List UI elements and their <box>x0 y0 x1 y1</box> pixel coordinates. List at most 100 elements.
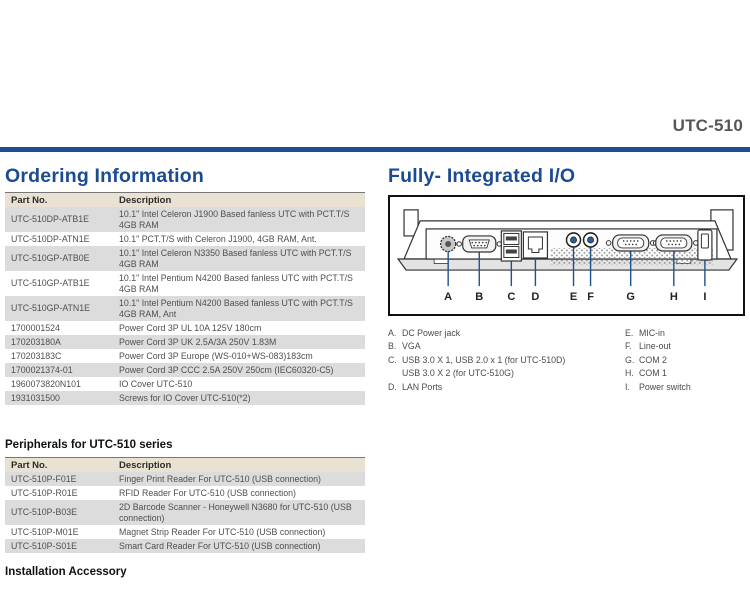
integrated-io-section: Fully- Integrated I/O <box>388 165 745 579</box>
port-letter: H <box>670 291 678 303</box>
col-header-description: Description <box>113 457 365 472</box>
legend-item: B. VGA <box>388 340 625 353</box>
lan-port-icon <box>522 231 549 259</box>
ordering-table: Part No. Description UTC-510DP-ATB1E 10.… <box>5 192 365 405</box>
port-letter: B <box>475 291 483 303</box>
legend-letter: G. <box>625 354 635 365</box>
description-cell: 10.1" Intel Celeron N3350 Based fanless … <box>113 246 365 271</box>
description-cell: 2D Barcode Scanner - Honeywell N3680 for… <box>113 500 365 525</box>
port-letter: I <box>703 291 706 303</box>
legend-text: VGA <box>402 341 421 352</box>
legend-letter: C. <box>388 354 397 365</box>
table-row: UTC-510P-R01E RFID Reader For UTC-510 (U… <box>5 486 365 500</box>
dc-power-jack-icon <box>439 235 457 253</box>
part-no-cell: 1931031500 <box>5 391 113 405</box>
peripherals-table: Part No. Description UTC-510P-F01E Finge… <box>5 457 365 553</box>
table-row: UTC-510GP-ATB1E 10.1" Intel Pentium N420… <box>5 271 365 296</box>
port-letter: A <box>444 291 452 303</box>
description-cell: Magnet Strip Reader For UTC-510 (USB con… <box>113 525 365 539</box>
table-row: 1700001524 Power Cord 3P UL 10A 125V 180… <box>5 321 365 335</box>
legend-text: COM 2 <box>639 354 667 365</box>
col-header-part-no: Part No. <box>5 192 113 207</box>
part-no-cell: UTC-510P-F01E <box>5 472 113 486</box>
legend-letter: B. <box>388 341 397 352</box>
table-row: UTC-510GP-ATB0E 10.1" Intel Celeron N335… <box>5 246 365 271</box>
io-legend-left-column: A. DC Power jack B. VGA C. USB 3.0 X 1, … <box>388 327 625 394</box>
legend-letter: F. <box>625 341 632 352</box>
legend-item: D. LAN Ports <box>388 381 625 394</box>
description-cell: 10.1" Intel Pentium N4200 Based fanless … <box>113 271 365 296</box>
part-no-cell: 1700001524 <box>5 321 113 335</box>
description-cell: Finger Print Reader For UTC-510 (USB con… <box>113 472 365 486</box>
col-header-description: Description <box>113 192 365 207</box>
part-no-cell: 170203180A <box>5 335 113 349</box>
description-cell: 10.1" Intel Pentium N4200 Based fanless … <box>113 296 365 321</box>
description-cell: Smart Card Reader For UTC-510 (USB conne… <box>113 539 365 553</box>
part-no-cell: UTC-510P-M01E <box>5 525 113 539</box>
com1-port-icon <box>652 234 699 252</box>
table-row: UTC-510GP-ATN1E 10.1" Intel Pentium N420… <box>5 296 365 321</box>
legend-text: Power switch <box>639 381 691 392</box>
port-letter: C <box>507 291 515 303</box>
part-no-cell: UTC-510P-R01E <box>5 486 113 500</box>
page-body: Ordering Information Part No. Descriptio… <box>0 152 750 579</box>
part-no-cell: UTC-510P-B03E <box>5 500 113 525</box>
legend-letter: E. <box>625 328 634 338</box>
description-cell: Screws for IO Cover UTC-510(*2) <box>113 391 365 405</box>
port-letter: F <box>587 291 594 303</box>
legend-item: I. Power switch <box>625 381 745 394</box>
description-cell: Power Cord 3P UL 10A 125V 180cm <box>113 321 365 335</box>
table-row: UTC-510P-S01E Smart Card Reader For UTC-… <box>5 539 365 553</box>
mic-in-jack-icon <box>565 232 582 248</box>
table-header-row: Part No. Description <box>5 192 365 207</box>
col-header-part-no: Part No. <box>5 457 113 472</box>
description-cell: RFID Reader For UTC-510 (USB connection) <box>113 486 365 500</box>
legend-text: Line-out <box>639 341 671 352</box>
part-no-cell: UTC-510GP-ATB0E <box>5 246 113 271</box>
table-row: 1931031500 Screws for IO Cover UTC-510(*… <box>5 391 365 405</box>
table-row: UTC-510P-F01E Finger Print Reader For UT… <box>5 472 365 486</box>
page-header: UTC-510 <box>0 0 750 152</box>
description-cell: Power Cord 3P Europe (WS-010+WS-083)183c… <box>113 349 365 363</box>
description-cell: Power Cord 3P UK 2.5A/3A 250V 1.83M <box>113 335 365 349</box>
table-row: UTC-510P-B03E 2D Barcode Scanner - Honey… <box>5 500 365 525</box>
io-legend-right-column: E. MIC-in F. Line-out G. COM 2 H. COM 1 … <box>625 327 745 394</box>
description-cell: 10.1" PCT.T/S with Celeron J1900, 4GB RA… <box>113 232 365 246</box>
part-no-cell: UTC-510GP-ATB1E <box>5 271 113 296</box>
description-cell: Power Cord 3P CCC 2.5A 250V 250cm (IEC60… <box>113 363 365 377</box>
vga-port-icon <box>456 235 503 253</box>
legend-text: COM 1 <box>639 368 667 379</box>
legend-letter: D. <box>388 381 397 392</box>
part-no-cell: 1960073820N101 <box>5 377 113 391</box>
table-row: UTC-510DP-ATB1E 10.1" Intel Celeron J190… <box>5 207 365 232</box>
part-no-cell: 1700021374-01 <box>5 363 113 377</box>
header-divider-rule <box>0 147 750 152</box>
usb-ports-icon <box>500 230 522 262</box>
legend-item: C. USB 3.0 X 1, USB 2.0 x 1 (for UTC-510… <box>388 354 625 381</box>
part-no-cell: UTC-510DP-ATB1E <box>5 207 113 232</box>
table-row: 1960073820N101 IO Cover UTC-510 <box>5 377 365 391</box>
legend-item: F. Line-out <box>625 340 745 353</box>
port-letter: G <box>626 291 635 303</box>
table-row: 170203180A Power Cord 3P UK 2.5A/3A 250V… <box>5 335 365 349</box>
port-letter: E <box>570 291 577 303</box>
line-out-jack-icon <box>582 232 599 248</box>
rear-io-diagram: A B C D E F G H I <box>388 195 745 316</box>
ordering-information-title: Ordering Information <box>5 165 204 187</box>
part-no-cell: UTC-510P-S01E <box>5 539 113 553</box>
installation-accessory-heading: Installation Accessory <box>5 566 127 578</box>
io-legend: A. DC Power jack B. VGA C. USB 3.0 X 1, … <box>388 327 745 394</box>
legend-letter: H. <box>625 368 634 379</box>
integrated-io-title: Fully- Integrated I/O <box>388 165 576 187</box>
description-cell: 10.1" Intel Celeron J1900 Based fanless … <box>113 207 365 232</box>
port-letter: D <box>531 291 539 303</box>
peripherals-heading: Peripherals for UTC-510 series <box>5 439 173 451</box>
com2-port-icon <box>605 234 656 252</box>
ordering-information-section: Ordering Information Part No. Descriptio… <box>5 165 365 579</box>
table-row: UTC-510DP-ATN1E 10.1" PCT.T/S with Celer… <box>5 232 365 246</box>
description-cell: IO Cover UTC-510 <box>113 377 365 391</box>
table-row: UTC-510P-M01E Magnet Strip Reader For UT… <box>5 525 365 539</box>
legend-item: E. MIC-in <box>625 327 745 340</box>
legend-text: DC Power jack <box>402 328 461 338</box>
power-switch-icon <box>697 229 713 261</box>
